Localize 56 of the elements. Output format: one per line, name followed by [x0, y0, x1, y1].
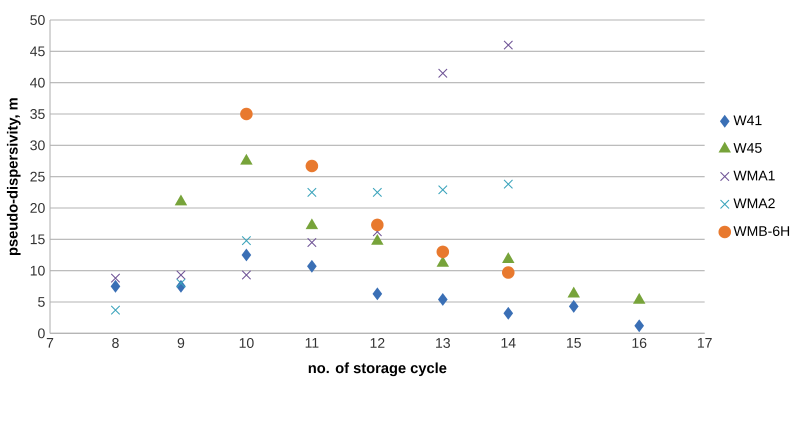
y-axis-title: pseudo-dispersivity, m [6, 98, 21, 256]
x-tick-label: 9 [178, 338, 184, 348]
y-tick-label: 30 [30, 140, 45, 150]
x-tick-label: 14 [502, 338, 516, 348]
legend-label: WMB-6H [733, 226, 790, 236]
point [634, 320, 644, 332]
legend-label: W41 [733, 115, 762, 126]
point [176, 278, 186, 288]
y-tick-label: 25 [30, 172, 45, 182]
x-tick-label: 11 [306, 338, 318, 348]
legend-label: WMA1 [733, 170, 775, 180]
y-tick-label: 35 [30, 109, 45, 119]
legend-label: W45 [733, 143, 762, 153]
point [240, 108, 253, 120]
point [504, 306, 514, 320]
point [438, 293, 448, 306]
x-tick-label: 16 [632, 338, 646, 348]
point [306, 160, 318, 172]
y-tick-label: 5 [38, 297, 45, 307]
point [242, 248, 252, 262]
point [307, 260, 317, 273]
point [502, 266, 515, 279]
point [371, 218, 384, 232]
x-tick-label: 10 [240, 338, 254, 348]
x-axis-title: no. of storage cycle [308, 362, 446, 376]
point [242, 270, 252, 280]
x-tick-label: 17 [698, 338, 712, 348]
y-tick-label: 0 [38, 328, 45, 338]
point [307, 238, 317, 248]
point [438, 185, 448, 195]
y-tick-label: 15 [30, 234, 45, 244]
point [372, 288, 382, 300]
point [110, 280, 120, 293]
y-tick-label: 50 [30, 15, 45, 25]
x-tick-label: 7 [46, 338, 54, 348]
x-tick-label: 13 [436, 338, 450, 348]
x-tick-label: 15 [567, 338, 581, 348]
point [110, 273, 120, 283]
y-tick-label: 20 [30, 203, 45, 213]
y-tick-label: 10 [30, 266, 45, 276]
y-tick-label: 45 [30, 46, 45, 56]
x-tick-label: 8 [112, 338, 119, 348]
point [242, 236, 252, 246]
point [176, 270, 186, 280]
point [110, 305, 120, 315]
point [372, 188, 382, 198]
point [503, 179, 514, 189]
point [438, 68, 448, 78]
legend-label: WMA2 [733, 198, 775, 208]
point [240, 154, 252, 165]
point [568, 300, 579, 313]
point [503, 40, 514, 50]
y-tick-label: 40 [30, 78, 45, 88]
x-tick-label: 12 [370, 338, 384, 348]
point [436, 246, 450, 258]
point [307, 188, 317, 198]
